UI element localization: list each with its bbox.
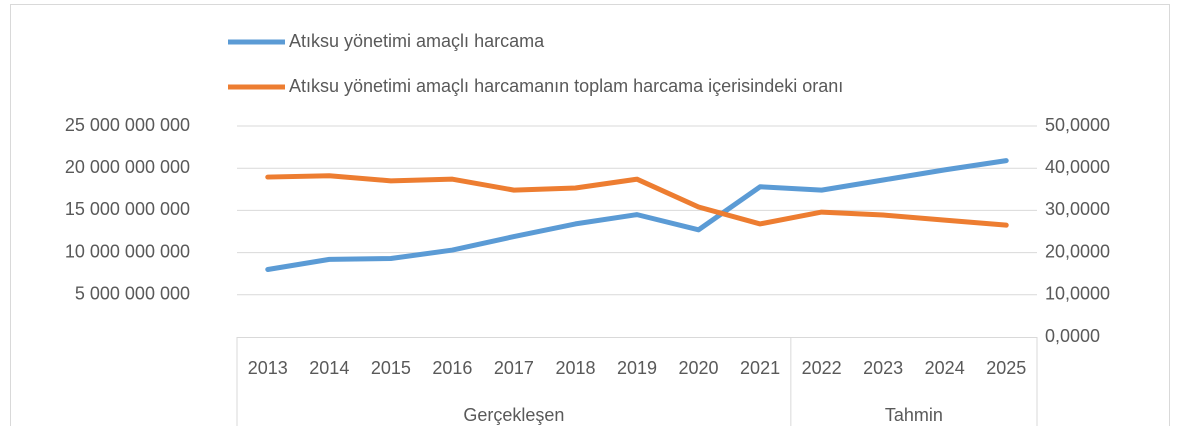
y2-tick-label: 50,0000 [1045,115,1110,135]
x-tick-label: 2024 [925,358,965,378]
y2-tick-label: 20,0000 [1045,241,1110,261]
x-tick-label: 2025 [986,358,1026,378]
legend-label: Atıksu yönetimi amaçlı harcamanın toplam… [289,76,843,96]
y2-tick-label: 40,0000 [1045,157,1110,177]
x-tick-label: 2016 [432,358,472,378]
x-tick-label: 2020 [679,358,719,378]
x-tick-label: 2015 [371,358,411,378]
y-tick-label: 25 000 000 000 [65,115,190,135]
y-tick-label: 5 000 000 000 [75,284,190,304]
x-tick-label: 2017 [494,358,534,378]
chart-border [10,4,1170,426]
legend-label: Atıksu yönetimi amaçlı harcama [289,31,545,51]
x-tick-label: 2018 [555,358,595,378]
series-line [265,158,1009,272]
x-tick-label: 2014 [309,358,349,378]
group-label: Gerçekleşen [463,405,564,425]
group-label: Tahmin [885,405,943,425]
y2-tick-label: 10,0000 [1045,284,1110,304]
y-tick-label: 20 000 000 000 [65,157,190,177]
y-tick-label: 10 000 000 000 [65,241,190,261]
x-tick-label: 2013 [248,358,288,378]
x-tick-label: 2023 [863,358,903,378]
y2-tick-label: 0,0000 [1045,326,1100,346]
x-tick-label: 2019 [617,358,657,378]
x-tick-label: 2022 [802,358,842,378]
series-line [265,173,1009,228]
y2-tick-label: 30,0000 [1045,199,1110,219]
x-tick-label: 2021 [740,358,780,378]
y-tick-label: 15 000 000 000 [65,199,190,219]
